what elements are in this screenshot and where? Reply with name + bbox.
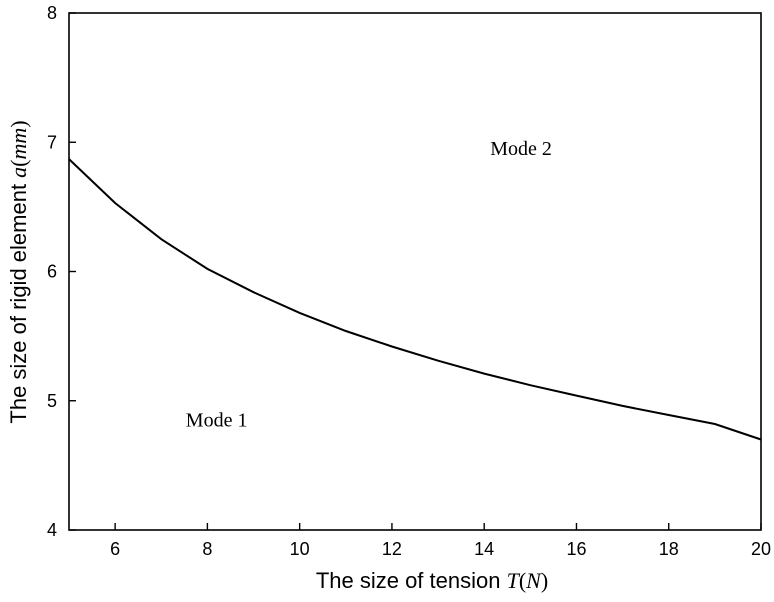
x-tick-label: 14 xyxy=(474,539,494,559)
x-axis-label: The size of tension T(N) xyxy=(316,568,548,593)
annotation-label: Mode 2 xyxy=(490,138,552,160)
plot-frame xyxy=(68,12,762,531)
plot-area: 6 8 10 12 14 16 18 20 4 5 6 7 8 Mode 2 Mode 1 xyxy=(47,3,771,559)
x-tick-label: 8 xyxy=(202,539,212,559)
series-line xyxy=(68,158,762,441)
y-tick-label: 5 xyxy=(47,391,57,411)
x-tick-label: 20 xyxy=(751,539,771,559)
y-axis-label: The size of rigid element a(mm) xyxy=(6,120,31,423)
x-tick-label: 6 xyxy=(110,539,120,559)
x-tick-label: 16 xyxy=(566,539,586,559)
x-tick-label: 10 xyxy=(290,539,310,559)
annotation-label: Mode 1 xyxy=(186,410,248,432)
x-tick-label: 18 xyxy=(659,539,679,559)
y-tick-label: 6 xyxy=(47,262,57,282)
y-tick-label: 7 xyxy=(47,132,57,152)
y-tick-label: 4 xyxy=(47,520,57,540)
y-tick-label: 8 xyxy=(47,3,57,23)
x-tick-label: 12 xyxy=(382,539,402,559)
